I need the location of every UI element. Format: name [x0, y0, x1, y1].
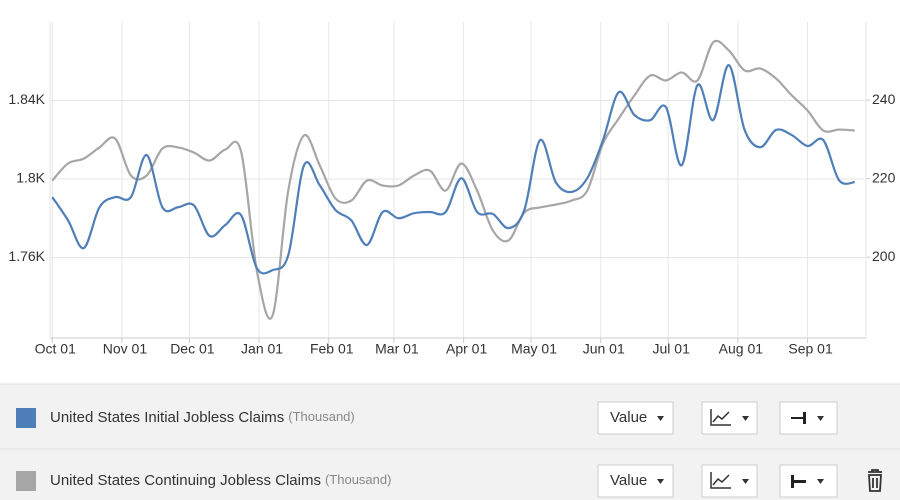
x-tick-label: Oct 01: [35, 341, 76, 357]
legend: United States Initial Jobless Claims (Tho…: [16, 401, 882, 498]
x-tick-label: Apr 01: [446, 341, 487, 357]
legend-swatch: [16, 408, 36, 428]
y-tick-label: 1.76K: [8, 248, 45, 264]
legend-unit: (Thousand): [325, 472, 391, 487]
series-line: [51, 64, 855, 275]
dropdown-caret[interactable]: [817, 416, 824, 421]
y-tick-label: 1.8K: [16, 170, 45, 186]
trash-icon[interactable]: [868, 469, 882, 492]
series-line: [51, 39, 855, 320]
legend-label: United States Continuing Jobless Claims (…: [50, 472, 391, 489]
x-tick-label: Aug 01: [719, 341, 764, 357]
dropdown-label[interactable]: Value: [610, 472, 647, 489]
axis-icon[interactable]: [791, 475, 806, 488]
legend-label: United States Initial Jobless Claims (Tho…: [50, 409, 355, 426]
dropdown-label[interactable]: Value: [610, 409, 647, 426]
legend-swatch: [16, 471, 36, 491]
y-tick-label: 1.84K: [8, 91, 45, 107]
axis-icon[interactable]: [791, 412, 806, 424]
dropdown-caret[interactable]: [657, 479, 664, 484]
chart-type-dropdown[interactable]: [701, 401, 758, 435]
legend-unit: (Thousand): [288, 409, 354, 424]
x-tick-label: Jul 01: [653, 341, 691, 357]
dropdown-caret[interactable]: [742, 416, 749, 421]
line-icon[interactable]: [710, 409, 731, 426]
dropdown-box[interactable]: [779, 464, 838, 498]
x-tick-label: Nov 01: [103, 341, 148, 357]
dropdown-box[interactable]: [701, 464, 758, 498]
legend-name: United States Continuing Jobless Claims: [50, 472, 321, 489]
x-tick-label: Feb 01: [310, 341, 354, 357]
value-dropdown[interactable]: Value: [597, 401, 674, 435]
delete-button[interactable]: [868, 469, 882, 492]
line-icon[interactable]: [710, 472, 731, 489]
value-dropdown[interactable]: Value: [597, 464, 674, 498]
chart-type-dropdown[interactable]: [701, 464, 758, 498]
axis-dropdown[interactable]: [779, 464, 838, 498]
x-tick-label: May 01: [511, 341, 557, 357]
y2-tick-label: 200: [872, 248, 896, 264]
x-tick-label: Mar 01: [375, 341, 419, 357]
dropdown-box[interactable]: [779, 401, 838, 435]
dropdown-caret[interactable]: [657, 416, 664, 421]
axis-dropdown[interactable]: [779, 401, 838, 435]
y2-tick-label: 220: [872, 169, 896, 185]
dropdown-caret[interactable]: [742, 479, 749, 484]
y2-tick-label: 240: [872, 91, 896, 107]
x-tick-label: Jun 01: [583, 341, 625, 357]
x-tick-label: Sep 01: [788, 341, 833, 357]
dropdown-caret[interactable]: [817, 479, 824, 484]
legend-name: United States Initial Jobless Claims: [50, 409, 284, 426]
x-tick-label: Dec 01: [170, 341, 215, 357]
x-tick-label: Jan 01: [241, 341, 283, 357]
